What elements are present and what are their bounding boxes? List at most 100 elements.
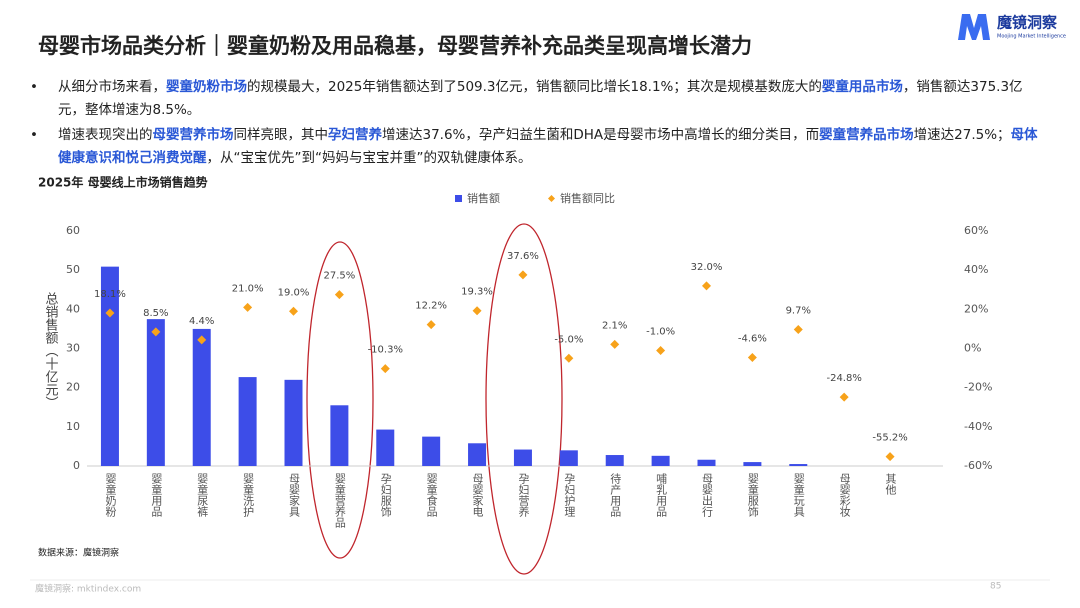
data-label: 8.5% (143, 308, 168, 319)
y-tick-label: 50 (66, 263, 80, 276)
marker (426, 320, 436, 330)
data-label: 12.2% (415, 301, 447, 312)
marker (334, 290, 344, 300)
data-label: -10.3% (368, 345, 403, 356)
x-tick-label: 婴童洗护 (242, 473, 255, 518)
marker (839, 392, 849, 402)
data-label: 19.0% (278, 287, 310, 298)
bar (651, 455, 670, 466)
x-tick-label: 婴童玩具 (792, 473, 805, 517)
x-tick-label: 婴童奶粉 (104, 473, 117, 517)
x-tick-label: 婴童营养品 (333, 473, 346, 528)
data-label: 4.4% (189, 316, 214, 327)
marker (151, 327, 161, 337)
data-label: -24.8% (826, 373, 861, 384)
x-tick-label: 待产用品 (609, 472, 622, 517)
x-tick-label: 婴童食品 (425, 473, 438, 517)
marker (243, 302, 253, 312)
text: 增速表现突出的 (58, 127, 153, 143)
highlight-text: 孕妇营养 (328, 127, 382, 143)
x-tick-label: 母婴彩妆 (838, 473, 851, 518)
bar (100, 266, 119, 466)
marker (885, 452, 895, 462)
data-label: -4.6% (738, 334, 767, 345)
bar (559, 450, 578, 466)
y2-tick-label: 40% (964, 263, 988, 276)
x-tick-label: 其他 (884, 473, 897, 495)
marker (105, 308, 115, 318)
y-axis-title: 总销售额（十亿元） (43, 292, 59, 409)
bar (422, 436, 441, 466)
y-tick-label: 60 (66, 224, 80, 237)
text: 从细分市场来看， (58, 79, 166, 95)
logo-tagline: Moojing Market Intelligence (997, 34, 1066, 40)
highlight-ellipse (306, 241, 374, 559)
data-label: -55.2% (872, 433, 907, 444)
x-tick-label: 母婴家具 (288, 473, 301, 517)
x-tick-label: 婴童用品 (150, 473, 163, 517)
y-tick-label: 0 (73, 459, 80, 472)
bar (238, 377, 257, 466)
bar (192, 328, 211, 466)
highlight-ellipse (485, 223, 563, 575)
y2-tick-label: -60% (964, 459, 992, 472)
bar (330, 405, 349, 466)
x-tick-label: 孕妇护理 (563, 473, 576, 517)
bar (605, 455, 624, 466)
bar (284, 379, 303, 466)
bar (743, 462, 762, 466)
marker (656, 345, 666, 355)
logo-name: 魔镜洞察 (997, 14, 1058, 32)
data-label: 18.1% (94, 289, 126, 300)
y-tick-label: 20 (66, 381, 80, 394)
marker (564, 353, 574, 363)
marker (472, 306, 482, 316)
y2-tick-label: -20% (964, 381, 992, 394)
bullets: 从细分市场来看，婴童奶粉市场的规模最大，2025年销售额达到了509.3亿元，销… (28, 76, 1038, 172)
y2-tick-label: 60% (964, 224, 988, 237)
y-tick-label: 40 (66, 302, 80, 315)
legend-label: 销售额 (467, 191, 500, 205)
y2-tick-label: -40% (964, 420, 992, 433)
text: ，销售额达375.3亿元，整体增速为8.5%。 (58, 79, 1023, 118)
highlight-text: 婴童奶粉市场 (166, 79, 247, 95)
marker (380, 364, 390, 374)
logo-icon (958, 14, 990, 40)
y2-tick-label: 20% (964, 302, 988, 315)
bar (146, 319, 165, 466)
data-label: 32.0% (691, 262, 723, 273)
data-label: 2.1% (602, 320, 627, 331)
bar (789, 464, 808, 466)
bar (513, 449, 532, 466)
text: 增速达27.5%； (913, 127, 1011, 143)
highlight-text: 母体健康意识和悦己消费觉醒 (58, 127, 1038, 166)
data-label: 27.5% (323, 271, 355, 282)
y-tick-label: 10 (66, 420, 80, 433)
page-number: 85 (990, 582, 1001, 592)
data-label: 19.3% (461, 287, 493, 298)
text: 增速达37.6%，孕产妇益生菌和DHA是母婴市场中高增长的细分类目，而 (382, 127, 820, 143)
text: 的规模最大，2025年销售额达到了509.3亿元，销售额同比增长18.1%；其次… (247, 79, 822, 95)
data-label: -5.0% (554, 334, 583, 345)
x-tick-label: 孕妇服饰 (379, 473, 392, 517)
marker (518, 270, 528, 280)
y2-tick-label: 0% (964, 342, 981, 355)
y-tick-label: 30 (66, 342, 80, 355)
bar (468, 443, 487, 466)
data-label: -1.0% (646, 326, 675, 337)
data-label: 37.6% (507, 251, 539, 262)
data-label: 9.7% (786, 306, 811, 317)
highlight-text: 婴童用品市场 (821, 79, 903, 95)
bullet: 增速表现突出的母婴营养市场同样亮眼，其中孕妇营养增速达37.6%，孕产妇益生菌和… (28, 124, 1038, 170)
data-label: 21.0% (232, 283, 264, 294)
marker (197, 335, 207, 345)
highlight-text: 母婴营养市场 (152, 127, 234, 143)
legend-label: 销售额同比 (560, 191, 615, 205)
x-tick-label: 婴童尿裤 (196, 473, 209, 518)
legend-swatch (548, 195, 555, 202)
marker (702, 281, 711, 291)
source: 数据来源：魔镜洞察 (38, 547, 119, 559)
slide-title: 母婴市场品类分析｜婴童奶粉及用品稳基，母婴营养补充品类呈现高增长潜力 (38, 34, 752, 58)
marker (289, 306, 298, 316)
